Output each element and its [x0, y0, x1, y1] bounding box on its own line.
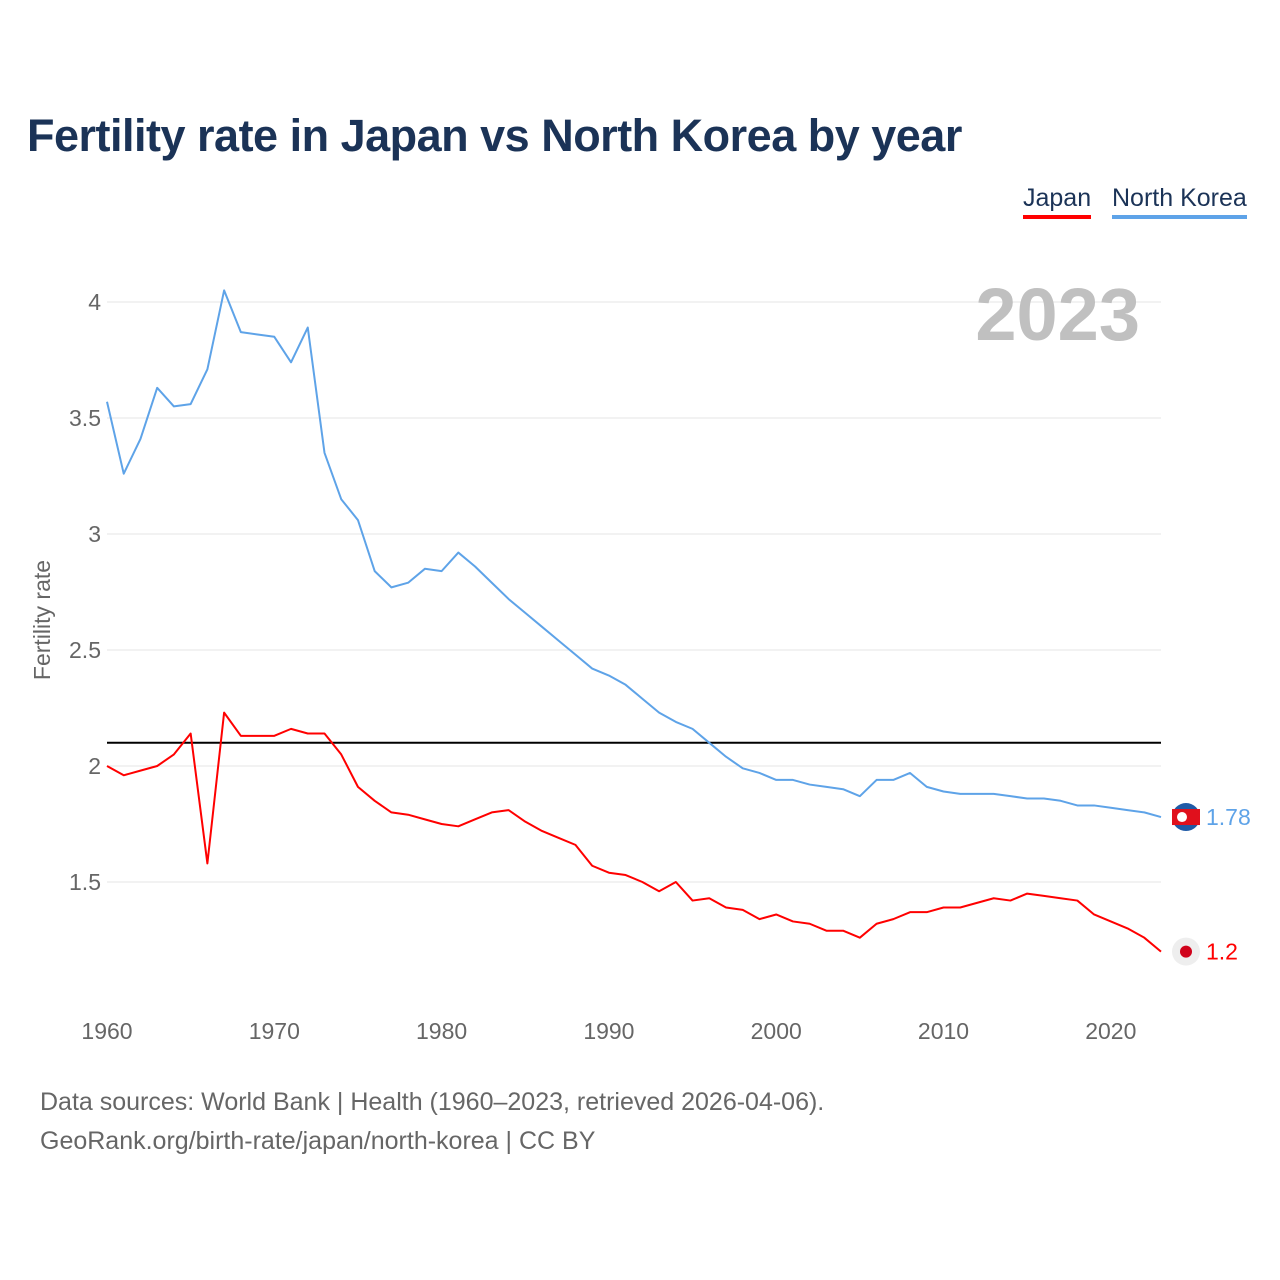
north-korea-flag-star — [1177, 812, 1187, 823]
chart-title: Fertility rate in Japan vs North Korea b… — [27, 110, 962, 161]
y-tick-label: 3 — [88, 521, 101, 547]
x-tick-label: 2010 — [918, 1018, 969, 1044]
x-tick-label: 1980 — [416, 1018, 467, 1044]
x-tick-label: 1960 — [81, 1018, 132, 1044]
legend-north-korea[interactable]: North Korea — [1112, 184, 1247, 219]
legend-japan[interactable]: Japan — [1023, 184, 1092, 219]
x-tick-label: 2000 — [751, 1018, 802, 1044]
footer-url: GeoRank.org/birth-rate/japan/north-korea… — [40, 1127, 596, 1155]
series-line-japan — [106, 711, 1162, 953]
x-tick-label: 1990 — [583, 1018, 634, 1044]
y-axis-label: Fertility rate — [29, 560, 55, 680]
end-value-label: 1.2 — [1206, 939, 1238, 965]
y-tick-label: 1.5 — [69, 869, 101, 895]
y-tick-label: 3.5 — [69, 405, 101, 431]
x-tick-label: 1970 — [249, 1018, 300, 1044]
y-tick-label: 4 — [88, 289, 101, 315]
y-tick-label: 2.5 — [69, 637, 101, 663]
series-line-north-korea — [106, 289, 1162, 819]
end-value-label: 1.78 — [1206, 804, 1251, 830]
footer-sources: Data sources: World Bank | Health (1960–… — [40, 1088, 825, 1116]
japan-flag-disc — [1180, 945, 1192, 958]
x-tick-label: 2020 — [1085, 1018, 1136, 1044]
year-label: 2023 — [975, 273, 1140, 356]
y-tick-label: 2 — [88, 753, 101, 779]
